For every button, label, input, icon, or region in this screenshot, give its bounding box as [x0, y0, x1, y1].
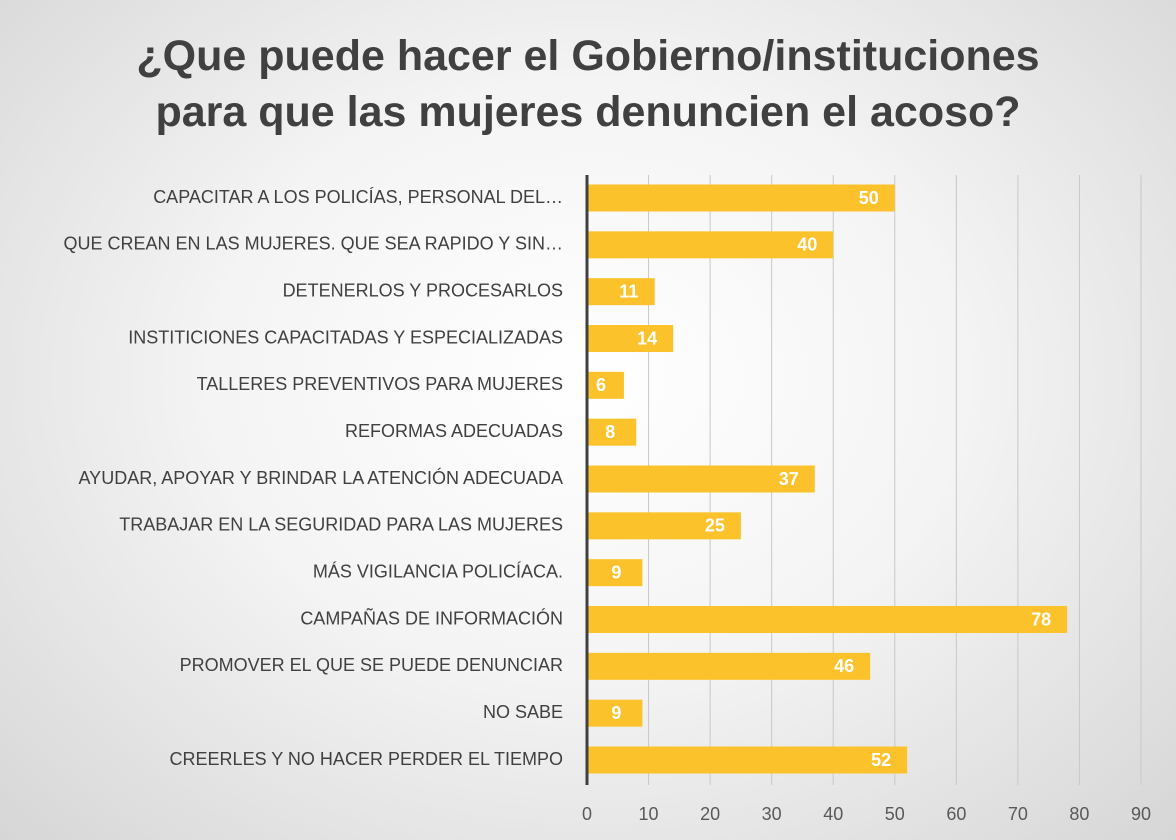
value-label: 50: [859, 188, 879, 208]
value-label: 46: [834, 656, 854, 676]
x-tick-label: 0: [582, 804, 592, 824]
value-label: 8: [605, 422, 615, 442]
x-tick-label: 70: [1008, 804, 1028, 824]
y-tick-label: TRABAJAR EN LA SEGURIDAD PARA LAS MUJERE…: [119, 515, 563, 535]
y-tick-label: INSTITICIONES CAPACITADAS Y ESPECIALIZAD…: [128, 327, 563, 347]
value-label: 6: [596, 375, 606, 395]
x-tick-label: 40: [823, 804, 843, 824]
x-tick-label: 60: [946, 804, 966, 824]
x-tick-label: 20: [700, 804, 720, 824]
bar: [587, 559, 643, 587]
y-tick-label: REFORMAS ADECUADAS: [345, 421, 563, 441]
x-tick-label: 30: [762, 804, 782, 824]
x-tick-label: 10: [639, 804, 659, 824]
value-label: 78: [1031, 609, 1051, 629]
y-tick-label: NO SABE: [483, 702, 563, 722]
y-tick-label: CAPACITAR A LOS POLICÍAS, PERSONAL DEL…: [153, 187, 563, 207]
value-label: 52: [871, 750, 891, 770]
value-label: 11: [619, 281, 638, 301]
bar: [587, 746, 908, 774]
chart-title: ¿Que puede hacer el Gobierno/institucion…: [136, 32, 1040, 136]
bar: [587, 606, 1068, 633]
x-tick-label: 50: [885, 804, 905, 824]
y-tick-label: DETENERLOS Y PROCESARLOS: [283, 280, 563, 300]
bar: [587, 418, 637, 446]
value-label: 9: [611, 562, 621, 582]
bar: [587, 465, 815, 493]
bar: [587, 512, 741, 540]
value-label: 40: [797, 235, 817, 255]
bar: [587, 652, 871, 680]
bar: [587, 184, 895, 212]
bar: [587, 699, 643, 727]
bar: [587, 371, 624, 399]
value-label: 9: [611, 703, 621, 723]
value-label: 25: [705, 516, 725, 536]
y-tick-label: CREERLES Y NO HACER PERDER EL TIEMPO: [170, 749, 563, 769]
y-tick-label: TALLERES PREVENTIVOS PARA MUJERES: [197, 374, 563, 394]
y-tick-label: CAMPAÑAS DE INFORMACIÓN: [300, 607, 563, 628]
y-tick-label: AYUDAR, APOYAR Y BRINDAR LA ATENCIÓN ADE…: [79, 467, 563, 488]
value-label: 14: [637, 328, 657, 348]
bar: [587, 325, 674, 352]
bar: [587, 231, 834, 259]
y-tick-label: MÁS VIGILANCIA POLICÍACA.: [313, 561, 563, 581]
x-tick-label: 90: [1131, 804, 1151, 824]
y-tick-label: QUE CREAN EN LAS MUJERES. QUE SEA RAPIDO…: [64, 234, 563, 254]
y-tick-label: PROMOVER EL QUE SE PUEDE DENUNCIAR: [180, 655, 563, 675]
x-tick-label: 80: [1069, 804, 1089, 824]
bar: [587, 278, 655, 306]
value-label: 37: [779, 469, 799, 489]
